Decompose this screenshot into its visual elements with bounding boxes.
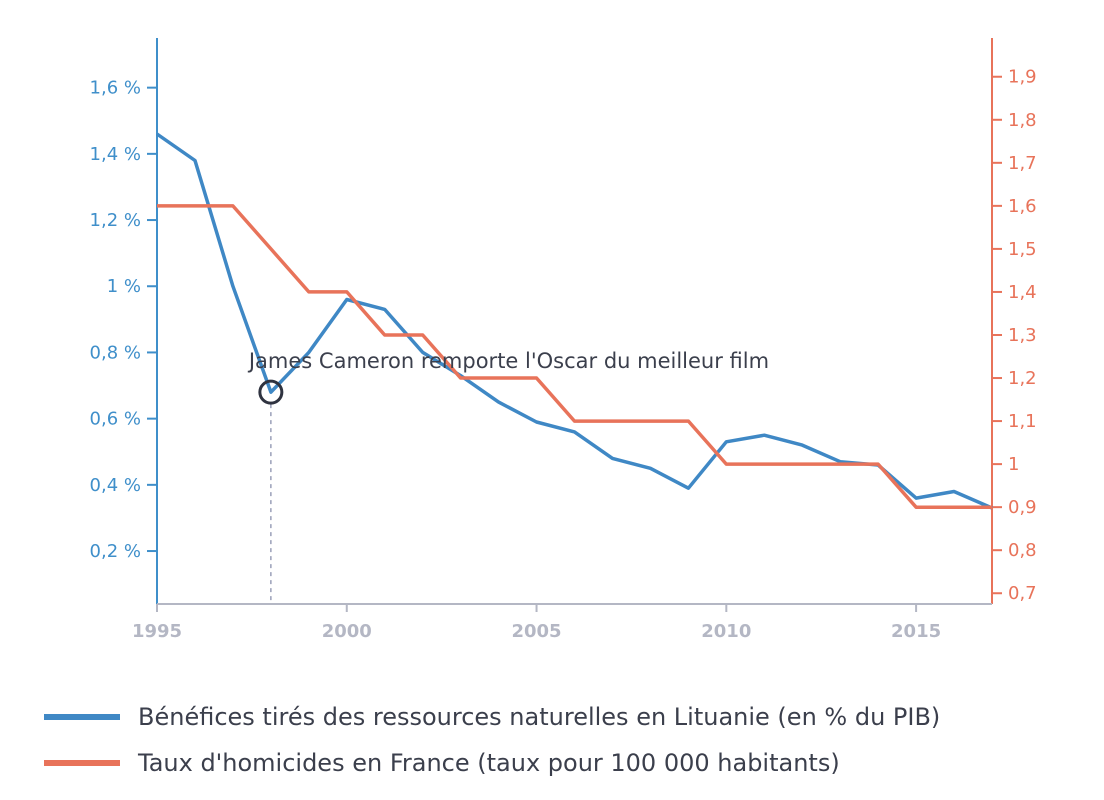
x-tick-label: 2005	[511, 621, 561, 642]
right-tick-label: 1,7	[1008, 153, 1037, 174]
right-tick-label: 0,7	[1008, 583, 1037, 604]
right-tick-label: 0,9	[1008, 497, 1037, 518]
legend-label-france: Taux d'homicides en France (taux pour 10…	[138, 749, 840, 777]
right-tick-label: 1,1	[1008, 411, 1037, 432]
left-tick-label: 1 %	[107, 276, 141, 297]
x-tick-label: 2015	[891, 621, 941, 642]
left-tick-label: 0,2 %	[90, 541, 141, 562]
right-tick-label: 1,5	[1008, 239, 1037, 260]
right-tick-label: 1,8	[1008, 110, 1037, 131]
legend-swatch-france	[44, 760, 120, 766]
legend-item-france: Taux d'homicides en France (taux pour 10…	[44, 740, 940, 786]
legend-item-lithuania: Bénéfices tirés des ressources naturelle…	[44, 694, 940, 740]
x-tick-label: 2010	[701, 621, 751, 642]
left-axis: 0,2 % 0,4 % 0,6 % 0,8 % 1 % 1,2 % 1,4 % 1,6 %	[90, 38, 158, 604]
right-tick-label: 1,9	[1008, 67, 1037, 88]
right-tick-label: 1,4	[1008, 282, 1037, 303]
left-tick-label: 0,4 %	[90, 475, 141, 496]
series-line-france	[157, 204, 992, 509]
right-tick-label: 1	[1008, 454, 1019, 475]
right-axis: 0,7 0,8 0,9 1 1,1 1,2 1,3 1,4 1,5 1,6 1,7 1,8 1,9	[991, 38, 1037, 604]
legend: Bénéfices tirés des ressources naturelle…	[44, 694, 940, 786]
legend-label-lithuania: Bénéfices tirés des ressources naturelle…	[138, 703, 941, 731]
left-tick-label: 0,8 %	[90, 342, 141, 363]
annotation-label: James Cameron remporte l'Oscar du meille…	[247, 349, 769, 373]
x-axis: 1995 2000 2005 2010 2015	[132, 603, 992, 642]
right-tick-label: 1,2	[1008, 368, 1037, 389]
annotation-marker	[258, 379, 284, 405]
left-tick-label: 1,4 %	[90, 144, 141, 165]
left-tick-label: 0,6 %	[90, 409, 141, 430]
right-tick-label: 0,8	[1008, 540, 1037, 561]
right-tick-label: 1,6	[1008, 196, 1037, 217]
left-tick-label: 1,2 %	[90, 210, 141, 231]
left-tick-label: 1,6 %	[90, 78, 141, 99]
series-line-lithuania	[155, 132, 993, 510]
right-tick-label: 1,3	[1008, 325, 1037, 346]
x-tick-label: 1995	[132, 621, 182, 642]
legend-swatch-lithuania	[44, 714, 120, 720]
dual-axis-line-chart: 0,2 % 0,4 % 0,6 % 0,8 % 1 % 1,2 % 1,4 % 1,6 % 0…	[90, 38, 1037, 642]
x-tick-label: 2000	[322, 621, 372, 642]
